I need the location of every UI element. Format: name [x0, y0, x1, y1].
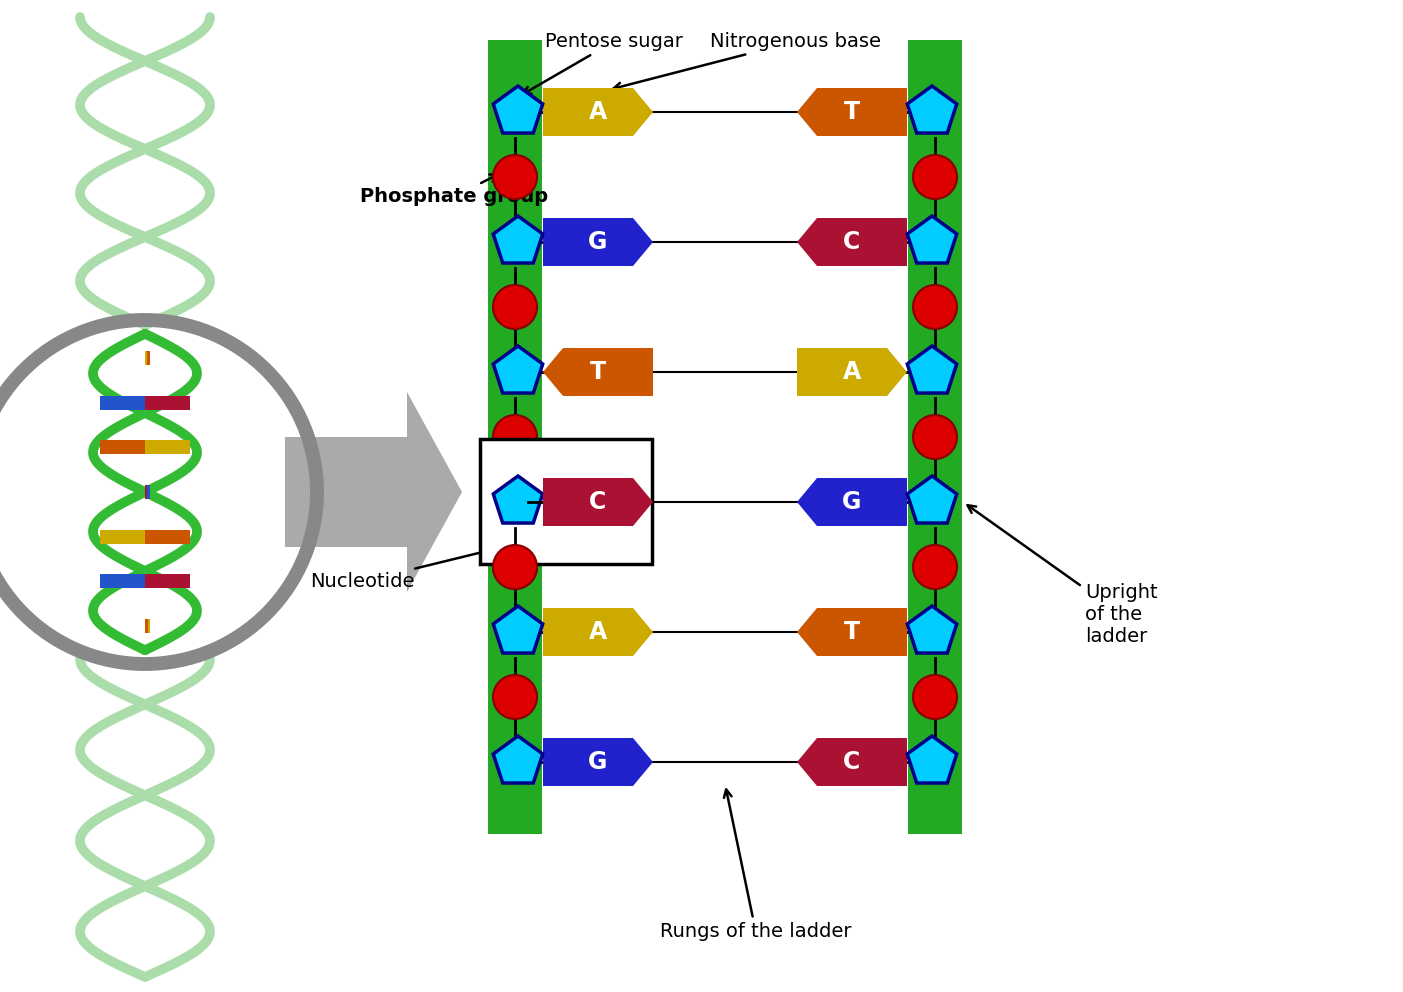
Circle shape — [913, 415, 957, 459]
Text: Pentose sugar: Pentose sugar — [523, 32, 683, 94]
Text: G: G — [588, 750, 607, 774]
Polygon shape — [797, 88, 906, 136]
Polygon shape — [494, 736, 543, 783]
Text: C: C — [843, 750, 860, 774]
Text: Phosphate group: Phosphate group — [361, 175, 549, 206]
Circle shape — [492, 545, 537, 589]
Polygon shape — [908, 216, 957, 263]
Bar — [145, 485, 147, 499]
Text: C: C — [589, 490, 606, 514]
Polygon shape — [797, 478, 906, 526]
Text: Nitrogenous base: Nitrogenous base — [613, 32, 881, 90]
Bar — [145, 530, 189, 544]
Polygon shape — [908, 476, 957, 523]
Text: G: G — [842, 490, 861, 514]
Bar — [147, 351, 150, 365]
Text: A: A — [843, 360, 861, 384]
Text: A: A — [589, 620, 607, 644]
Text: A: A — [589, 100, 607, 124]
Polygon shape — [908, 606, 957, 653]
Bar — [488, 40, 542, 834]
Text: T: T — [845, 100, 860, 124]
Polygon shape — [797, 738, 906, 786]
Polygon shape — [543, 88, 652, 136]
Polygon shape — [494, 346, 543, 393]
Bar — [145, 619, 147, 633]
Text: Nucleotide: Nucleotide — [310, 549, 490, 591]
Polygon shape — [797, 218, 906, 266]
Text: C: C — [843, 230, 860, 254]
Circle shape — [913, 285, 957, 329]
Circle shape — [492, 285, 537, 329]
Bar — [145, 351, 147, 365]
Polygon shape — [543, 478, 652, 526]
Bar — [145, 574, 189, 588]
Polygon shape — [543, 478, 652, 526]
Polygon shape — [543, 348, 652, 396]
Text: T: T — [845, 620, 860, 644]
Bar — [145, 440, 189, 454]
Polygon shape — [494, 86, 543, 133]
Text: Upright
of the
ladder: Upright of the ladder — [968, 505, 1157, 646]
Bar — [145, 396, 189, 410]
Polygon shape — [494, 476, 543, 523]
Circle shape — [492, 415, 537, 459]
Polygon shape — [908, 86, 957, 133]
Text: T: T — [589, 360, 606, 384]
Polygon shape — [797, 608, 906, 656]
Polygon shape — [908, 736, 957, 783]
Bar — [100, 574, 145, 588]
Text: C: C — [589, 490, 606, 514]
Bar — [100, 530, 145, 544]
Polygon shape — [543, 218, 652, 266]
Polygon shape — [543, 608, 652, 656]
Bar — [100, 396, 145, 410]
Polygon shape — [543, 738, 652, 786]
Circle shape — [913, 545, 957, 589]
Polygon shape — [494, 216, 543, 263]
Polygon shape — [797, 348, 906, 396]
Circle shape — [913, 675, 957, 719]
Bar — [908, 40, 962, 834]
Text: Rungs of the ladder: Rungs of the ladder — [659, 790, 852, 941]
Polygon shape — [285, 392, 462, 592]
Circle shape — [492, 155, 537, 199]
Circle shape — [913, 155, 957, 199]
Bar — [147, 485, 150, 499]
Bar — [147, 619, 150, 633]
Polygon shape — [908, 346, 957, 393]
Polygon shape — [494, 476, 543, 523]
Text: G: G — [588, 230, 607, 254]
Bar — [100, 440, 145, 454]
Circle shape — [492, 675, 537, 719]
Bar — [480, 439, 652, 564]
Circle shape — [492, 545, 537, 589]
Polygon shape — [494, 606, 543, 653]
